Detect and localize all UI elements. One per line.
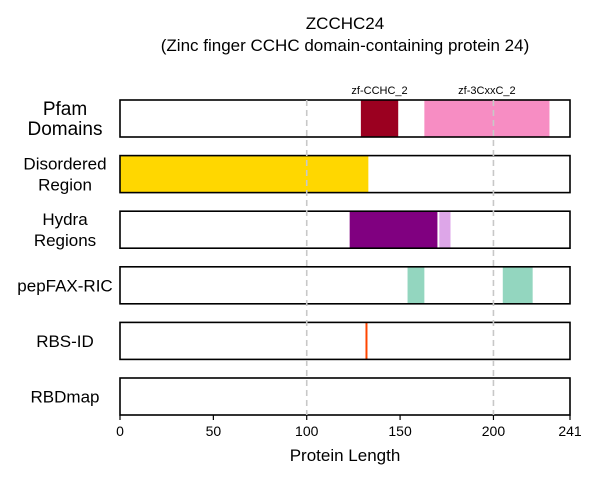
x-axis-label: Protein Length <box>290 446 401 465</box>
track-label: Pfam <box>43 99 87 120</box>
x-tick-label: 0 <box>116 423 124 439</box>
chart-title: ZCCHC24 <box>306 14 384 33</box>
track-background <box>120 211 570 249</box>
track-frame <box>119 210 571 249</box>
chart-subtitle: (Zinc finger CCHC domain-containing prot… <box>161 36 530 55</box>
track-1: Disordered Region <box>23 154 571 195</box>
region-bar <box>407 266 425 304</box>
region-bar <box>502 266 533 304</box>
track-3: pepFAX-RIC <box>17 265 571 305</box>
x-tick-label: 241 <box>558 423 582 439</box>
track-frame <box>119 265 571 305</box>
track-label: Hydra <box>42 210 88 229</box>
track-label: Disordered <box>23 155 106 174</box>
track-frame <box>119 99 571 138</box>
domain-label: zf-3CxxC_2 <box>458 85 515 97</box>
track-frame <box>119 154 571 194</box>
x-tick-label: 50 <box>206 423 222 439</box>
region-bar <box>349 211 438 249</box>
track-background <box>120 322 570 360</box>
track-label: pepFAX-RIC <box>17 276 112 295</box>
x-tick-label: 150 <box>388 423 412 439</box>
region-bar <box>120 155 369 193</box>
track-label: RBS-ID <box>36 332 94 351</box>
region-bar <box>424 100 550 137</box>
track-label: Domains <box>28 119 103 140</box>
region-bar <box>360 100 399 137</box>
track-frame <box>119 321 571 361</box>
track-5: RBDmap <box>31 377 571 416</box>
track-label: RBDmap <box>31 387 100 406</box>
track-background <box>120 266 570 304</box>
x-tick-label: 100 <box>295 423 319 439</box>
x-tick-label: 200 <box>482 423 506 439</box>
track-2: Hydra Regions <box>34 210 571 250</box>
track-label: Region <box>38 176 92 195</box>
track-frame <box>119 377 571 416</box>
region-bar <box>439 211 451 249</box>
track-4: RBS-ID <box>36 321 571 361</box>
track-label: Regions <box>34 231 96 250</box>
domain-label: zf-CCHC_2 <box>351 85 407 97</box>
track-background <box>120 378 570 415</box>
